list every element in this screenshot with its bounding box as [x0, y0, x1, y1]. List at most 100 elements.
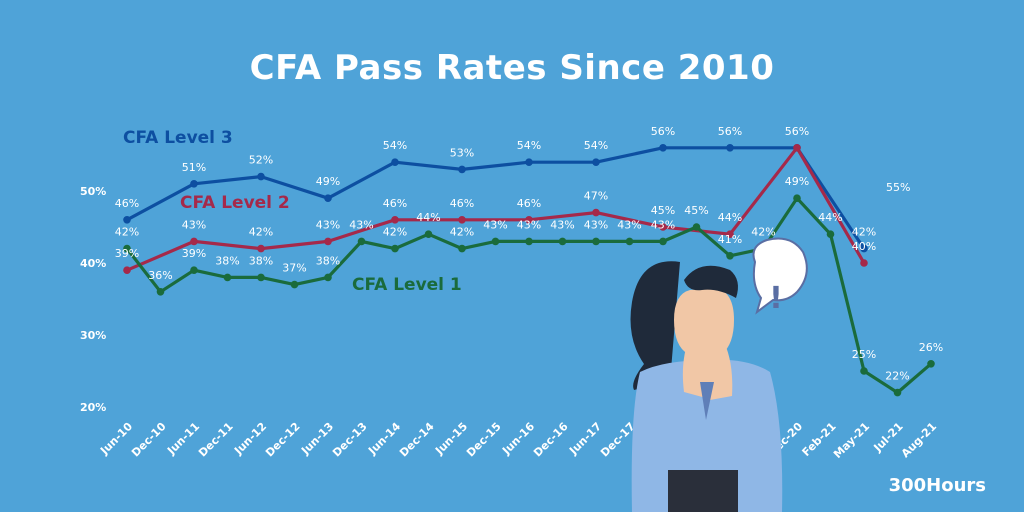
- data-label: 46%: [115, 197, 139, 210]
- data-label: 56%: [785, 125, 809, 138]
- data-point: [257, 244, 265, 253]
- data-label: 37%: [282, 262, 306, 275]
- x-tick-label: Dec-10: [129, 420, 169, 460]
- x-tick-label: Dec-16: [531, 420, 571, 460]
- chart-title: CFA Pass Rates Since 2010: [249, 48, 775, 88]
- x-tick-label: Dec-11: [196, 420, 236, 460]
- data-point: [793, 194, 801, 202]
- series-line: [126, 146, 866, 272]
- data-point: [525, 158, 533, 166]
- data-label: 42%: [383, 226, 407, 239]
- data-label: 39%: [182, 247, 206, 260]
- data-point: [692, 223, 701, 231]
- data-point: [458, 216, 466, 224]
- data-point: [860, 367, 868, 375]
- data-label: 54%: [517, 139, 541, 152]
- data-point: [357, 237, 366, 246]
- data-label: 22%: [885, 370, 909, 383]
- alert-icon: !: [769, 281, 783, 316]
- data-point: [927, 360, 935, 368]
- data-label: 42%: [751, 226, 775, 239]
- data-label: 43%: [617, 218, 641, 231]
- data-label: 42%: [450, 226, 474, 239]
- data-label: 43%: [517, 218, 541, 231]
- data-point: [190, 180, 198, 188]
- x-tick-label: Jun-13: [298, 420, 336, 458]
- data-label: 42%: [115, 226, 139, 239]
- worried-woman-illustration: !: [630, 237, 808, 512]
- data-point: [156, 288, 165, 296]
- series-label-level-3: CFA Level 3: [123, 128, 233, 148]
- data-point: [592, 237, 600, 246]
- data-point: [123, 266, 131, 275]
- data-point: [592, 158, 600, 166]
- data-label: 46%: [517, 197, 541, 210]
- y-tick-label: 40%: [80, 257, 106, 270]
- data-point: [659, 144, 667, 152]
- y-tick-label: 20%: [80, 401, 106, 414]
- x-tick-label: Dec-13: [330, 420, 370, 460]
- data-label: 36%: [148, 269, 172, 282]
- data-label: 40%: [852, 240, 876, 253]
- data-point: [123, 216, 131, 224]
- data-point: [458, 244, 466, 253]
- x-tick-label: Jun-11: [164, 420, 202, 458]
- x-tick-label: Jun-17: [566, 420, 604, 458]
- data-point: [123, 244, 131, 253]
- data-point: [726, 230, 734, 238]
- data-label: 42%: [852, 226, 876, 239]
- data-label: 26%: [919, 341, 943, 354]
- data-point: [458, 165, 466, 174]
- data-label: 43%: [483, 218, 507, 231]
- data-label: 46%: [383, 197, 407, 210]
- data-point: [223, 273, 232, 282]
- data-point: [290, 280, 299, 289]
- data-label: 43%: [651, 218, 675, 231]
- data-point: [893, 388, 902, 397]
- data-label: 43%: [584, 218, 608, 231]
- x-tick-label: Dec-15: [464, 420, 504, 460]
- data-label: 42%: [249, 226, 273, 239]
- data-label: 45%: [651, 204, 675, 217]
- data-point: [558, 237, 567, 246]
- data-point: [190, 237, 198, 246]
- data-point: [324, 273, 332, 282]
- data-point: [491, 237, 500, 246]
- data-point: [659, 223, 667, 231]
- stray-data-label: 55%: [886, 181, 910, 194]
- y-tick-label: 50%: [80, 185, 106, 198]
- data-label: 46%: [450, 197, 474, 210]
- data-point: [793, 144, 801, 152]
- series-label-level-1: CFA Level 1: [352, 275, 462, 295]
- series-label-level-2: CFA Level 2: [180, 193, 290, 213]
- data-label: 38%: [215, 254, 239, 267]
- data-label: 45%: [684, 204, 708, 217]
- data-label: 44%: [416, 211, 440, 224]
- data-point: [257, 172, 265, 181]
- data-label: 25%: [852, 348, 876, 361]
- x-axis: Jun-10Dec-10Jun-11Dec-11Jun-12Dec-12Jun-…: [97, 420, 939, 461]
- data-label: 41%: [718, 233, 742, 246]
- data-label: 44%: [718, 211, 742, 224]
- series-lines: [125, 146, 933, 395]
- data-label: 52%: [249, 154, 273, 167]
- data-label: 49%: [785, 175, 809, 188]
- data-label: 53%: [450, 146, 474, 159]
- brand-logo: 300Hours: [888, 475, 986, 496]
- data-point: [391, 158, 399, 166]
- series-points: [123, 144, 935, 397]
- data-label: 49%: [316, 175, 340, 188]
- data-point: [726, 252, 734, 260]
- data-label: 43%: [182, 218, 206, 231]
- data-point: [726, 144, 734, 152]
- x-tick-label: Jun-15: [432, 420, 470, 458]
- data-labels: 46% 51% 52% 49% 54% 53% 54% 54% 56% 56% 56% 42% 39% 4…: [115, 125, 943, 383]
- x-tick-label: Aug-21: [899, 420, 939, 460]
- data-point: [592, 208, 600, 217]
- x-tick-label: Dec-17: [598, 420, 638, 460]
- data-point: [424, 230, 433, 238]
- data-label: 38%: [249, 254, 273, 267]
- data-point: [257, 273, 265, 282]
- data-label: 54%: [383, 139, 407, 152]
